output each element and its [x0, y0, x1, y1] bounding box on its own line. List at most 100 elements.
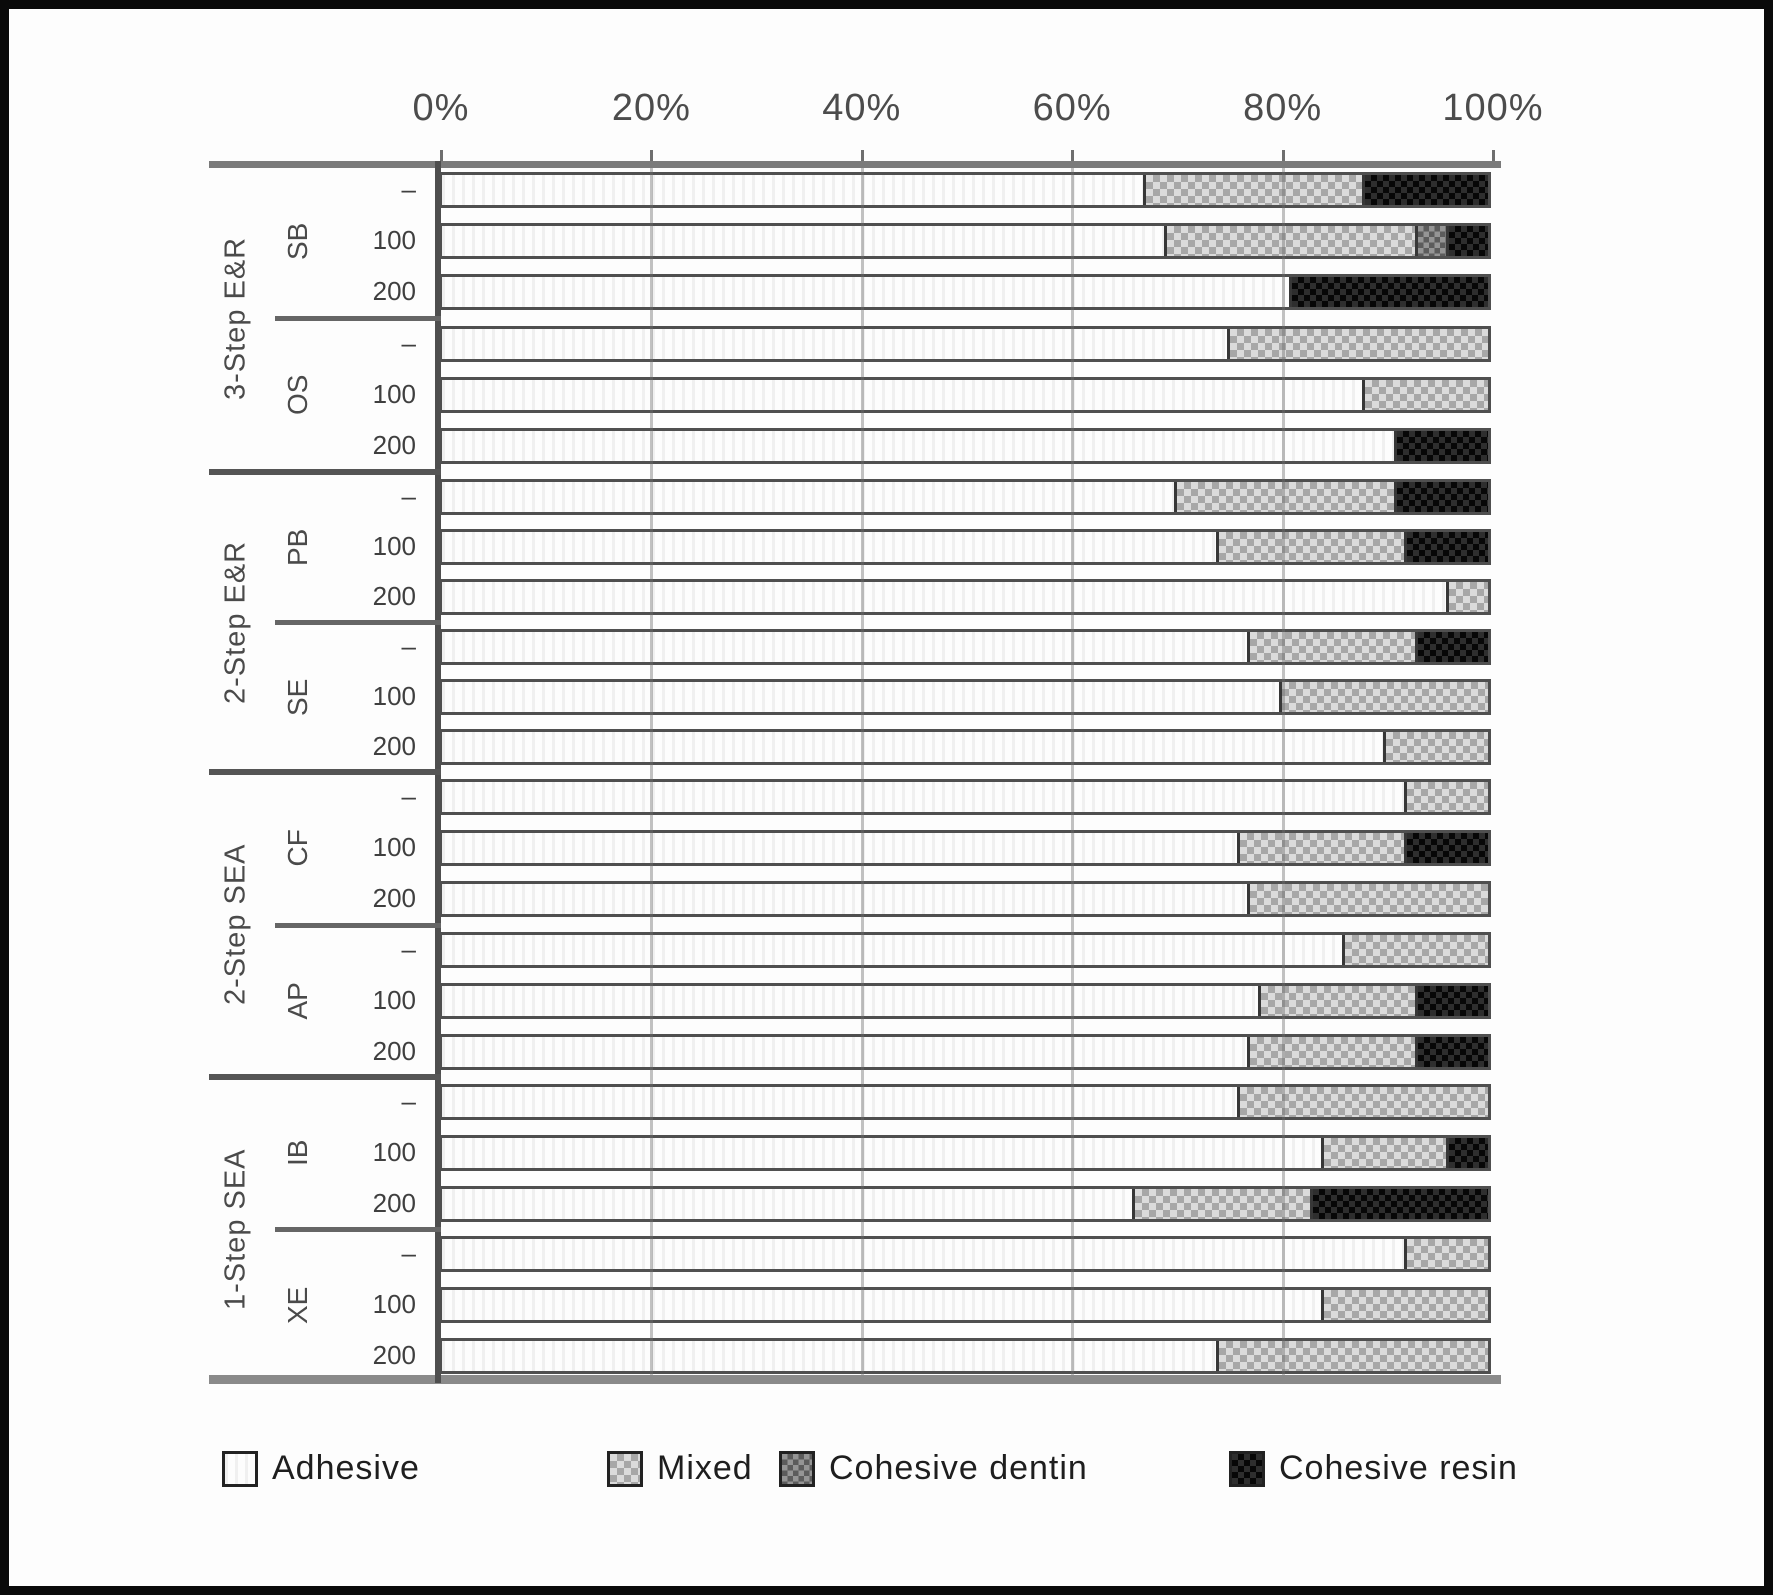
bar-tick-label: – [401, 933, 416, 964]
x-axis-tick-label: 40% [822, 87, 902, 129]
x-axis-line-bottom [209, 1375, 1501, 1384]
bar-segment-adhesive [442, 226, 1164, 256]
bar-row [439, 579, 1491, 615]
bar-tick-label: 100 [372, 225, 416, 255]
bar-segment-adhesive [442, 884, 1248, 915]
bar-segment-cohesive-resin [1446, 1138, 1488, 1168]
bar-row [439, 1033, 1491, 1070]
x-axis-tick-label: 60% [1032, 87, 1112, 129]
bar-row [439, 982, 1491, 1019]
bar-tick-label: – [401, 631, 416, 661]
subgroup-label: PB [282, 528, 313, 566]
bar-segment-adhesive [442, 782, 1405, 813]
bar-tick-label: 100 [372, 832, 416, 863]
bar-tick-label: 200 [372, 430, 416, 461]
bar-segment-adhesive [442, 1340, 1217, 1371]
bar-row [439, 171, 1491, 208]
subgroup-label: CF [282, 829, 313, 867]
legend-label: Cohesive resin [1279, 1449, 1518, 1487]
bar-segment-mixed [1174, 482, 1394, 512]
subgroup-separator [275, 620, 441, 625]
bar-tick-label: 200 [372, 883, 416, 914]
bar-segment-mixed [1446, 582, 1488, 612]
bar-segment-adhesive [442, 431, 1394, 462]
bar-row [439, 377, 1491, 413]
gridline [1281, 168, 1285, 1375]
group-label: 1-Step SEA [219, 1148, 252, 1310]
bar-segment-mixed [1404, 782, 1488, 813]
bar-segment-cohesive-resin [1414, 1036, 1488, 1067]
bar-row [439, 931, 1491, 968]
bar-segment-mixed [1142, 174, 1363, 205]
group-label: 2-Step SEA [219, 843, 252, 1006]
bar-segment-cohesive-resin [1404, 833, 1488, 864]
bar-tick-label: 100 [372, 1289, 416, 1319]
bar-segment-adhesive [442, 833, 1237, 864]
bar-row [439, 830, 1491, 867]
bar-tick-label: – [401, 173, 416, 204]
x-axis-tick-mark [650, 150, 654, 161]
legend-item: Cohesive dentin [779, 1449, 1088, 1488]
subgroup-label: OS [282, 374, 313, 416]
bar-tick-label: 100 [372, 379, 416, 409]
bar-tick-label: 200 [372, 1339, 416, 1370]
bar-tick-label: 100 [372, 681, 416, 711]
bar-segment-cohesive-resin [1289, 277, 1488, 308]
group-label: 3-Step E&R [219, 236, 252, 400]
bar-tick-label: – [401, 1238, 416, 1269]
bar-segment-mixed [1226, 328, 1488, 359]
gridline [1071, 168, 1075, 1375]
legend-label: Mixed [657, 1449, 753, 1487]
bar-segment-mixed [1278, 682, 1488, 712]
bar-segment-mixed [1383, 732, 1488, 762]
subgroup-label: XE [282, 1286, 313, 1324]
gridline [650, 168, 654, 1375]
bar-row [439, 479, 1491, 515]
subgroup-label: SE [282, 678, 313, 716]
bar-segment-mixed [1132, 1188, 1311, 1219]
bar-segment-adhesive [442, 1087, 1237, 1118]
legend-label: Cohesive dentin [829, 1449, 1088, 1487]
bar-row [439, 1287, 1491, 1323]
bar-segment-adhesive [442, 1188, 1133, 1219]
bar-tick-label: 200 [372, 731, 416, 761]
x-axis-tick-label: 0% [412, 87, 470, 129]
bar-segment-cohesive-resin [1393, 482, 1488, 512]
subgroup-separator [275, 1227, 441, 1232]
bar-row [439, 1337, 1491, 1374]
bar-segment-mixed [1247, 1036, 1415, 1067]
bar-segment-mixed [1320, 1138, 1447, 1168]
bar-row [439, 1236, 1491, 1273]
gridline [860, 168, 864, 1375]
legend-label: Adhesive [272, 1449, 420, 1487]
bar-segment-adhesive [442, 174, 1143, 205]
subgroup-label: IB [282, 1139, 313, 1167]
bar-tick-label: 100 [372, 984, 416, 1015]
bar-row [439, 529, 1491, 565]
bar-segment-adhesive [442, 1239, 1405, 1270]
bar-segment-mixed [1320, 1290, 1488, 1320]
x-axis-tick-label: 80% [1243, 87, 1323, 129]
bar-segment-cohesive-resin [1446, 226, 1488, 256]
bar-tick-label: – [401, 781, 416, 812]
group-separator [209, 769, 441, 775]
bar-segment-cohesive-resin [1404, 532, 1488, 562]
bar-row [439, 729, 1491, 765]
bar-segment-adhesive [442, 328, 1227, 359]
bar-segment-cohesive-resin [1362, 174, 1488, 205]
group-separator [209, 469, 441, 475]
bar-segment-cohesive-dentin [1414, 226, 1447, 256]
bar-segment-adhesive [442, 934, 1342, 965]
bar-tick-label: – [401, 1086, 416, 1117]
bar-row [439, 1185, 1491, 1222]
subgroup-separator [275, 316, 441, 321]
bar-tick-label: – [401, 481, 416, 511]
legend-item: Adhesive [222, 1449, 420, 1488]
bar-segment-mixed [1216, 1340, 1488, 1371]
bar-tick-label: 200 [372, 581, 416, 611]
bar-row [439, 325, 1491, 362]
bar-segment-mixed [1216, 532, 1405, 562]
bar-segment-mixed [1236, 1087, 1488, 1118]
bar-segment-adhesive [442, 1290, 1321, 1320]
